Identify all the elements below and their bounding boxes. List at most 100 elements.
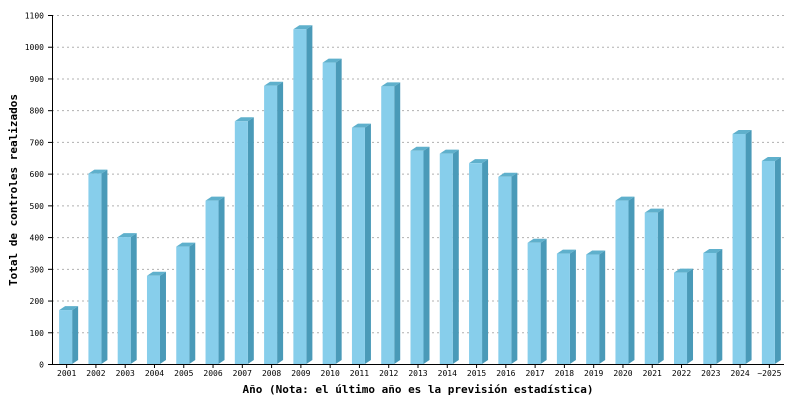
bar-2003 — [117, 233, 137, 364]
bar-side — [189, 242, 196, 364]
bar-side — [218, 196, 225, 364]
x-tick-label: 2016 — [496, 369, 515, 378]
bar-2024 — [732, 129, 752, 364]
bar-2015 — [469, 159, 489, 364]
bar-front — [59, 310, 73, 364]
x-tick-label: 2010 — [321, 369, 340, 378]
bar-top — [469, 159, 489, 164]
bar-front — [527, 242, 541, 364]
x-tick-label: 2007 — [233, 369, 252, 378]
bar-front — [351, 127, 365, 364]
bar-top — [586, 250, 606, 255]
bar-top — [439, 149, 459, 154]
bar-front — [205, 200, 219, 364]
y-tick-label: 0 — [39, 361, 44, 370]
bar-front — [586, 254, 600, 364]
bar-front — [674, 272, 688, 364]
bar-side — [628, 196, 635, 364]
bar-side — [159, 271, 166, 364]
bar-front — [293, 29, 307, 364]
bar-side — [716, 248, 723, 364]
bar-front — [410, 150, 424, 364]
bar-2007 — [234, 117, 254, 364]
x-tick-labels: 2001 2002 2003 2004 2005 2006 2007 2008 2009 2010… — [57, 364, 782, 378]
y-tick-label: 1000 — [25, 43, 44, 52]
x-tick-label: 2008 — [262, 369, 281, 378]
bar-top — [322, 58, 342, 63]
x-tick-label: 2017 — [525, 369, 544, 378]
bar-side — [277, 81, 284, 364]
bar-2004 — [146, 271, 166, 364]
bar-2020 — [615, 196, 635, 364]
bar-top — [146, 271, 166, 276]
bar-top — [615, 196, 635, 201]
y-tick-label: 100 — [30, 329, 45, 338]
y-tick-label: 400 — [30, 234, 45, 243]
bar-top — [703, 248, 723, 253]
bar-2005 — [176, 242, 196, 364]
bar-side — [306, 25, 313, 364]
bar-top — [59, 306, 79, 311]
bar-2023 — [703, 248, 723, 364]
bar-2010 — [322, 58, 342, 364]
y-tick-label: 800 — [30, 107, 45, 116]
bar-side — [774, 156, 781, 364]
y-axis-title: Total de controles realizados — [7, 94, 20, 286]
bar-top — [234, 117, 254, 122]
bar-top — [674, 268, 694, 273]
bar-side — [569, 249, 576, 364]
x-tick-label: 2005 — [174, 369, 193, 378]
bar-front — [498, 176, 512, 364]
x-tick-label: 2021 — [643, 369, 662, 378]
bar-2009 — [293, 25, 313, 364]
x-tick-label: 2013 — [408, 369, 427, 378]
bar-top — [732, 129, 752, 134]
bar-front — [469, 163, 483, 364]
bar-front — [234, 121, 248, 364]
bar-~2025 — [761, 156, 781, 364]
bar-front — [439, 153, 453, 364]
bar-top — [527, 238, 547, 243]
bar-side — [364, 123, 371, 364]
bar-top — [381, 82, 401, 87]
bar-side — [540, 238, 547, 364]
bar-2014 — [439, 149, 459, 364]
x-tick-label: 2011 — [350, 369, 369, 378]
bar-front — [88, 173, 102, 364]
bar-front — [176, 246, 190, 364]
bar-2002 — [88, 169, 108, 364]
bars — [59, 25, 781, 365]
x-axis-title: Año (Nota: el último año es la previsión… — [243, 383, 594, 396]
y-tick-label: 700 — [30, 138, 45, 147]
bar-top — [117, 233, 137, 238]
bar-front — [117, 237, 131, 364]
x-tick-label: 2004 — [145, 369, 164, 378]
x-tick-label: 2020 — [613, 369, 632, 378]
bar-side — [394, 82, 401, 365]
bar-front — [732, 133, 746, 364]
bar-2019 — [586, 250, 606, 364]
bar-top — [264, 81, 284, 86]
bar-2021 — [644, 208, 664, 364]
bar-top — [644, 208, 664, 213]
bar-front — [264, 85, 278, 364]
bar-top — [351, 123, 371, 128]
x-tick-label: 2018 — [555, 369, 574, 378]
y-tick-label: 200 — [30, 297, 45, 306]
x-tick-label: 2009 — [291, 369, 310, 378]
y-tick-label: 900 — [30, 75, 45, 84]
y-tick-label: 500 — [30, 202, 45, 211]
bar-side — [72, 306, 79, 364]
bar-side — [335, 58, 342, 364]
bar-top — [205, 196, 225, 201]
bar-front — [146, 275, 160, 364]
bar-front — [703, 252, 717, 364]
bar-2013 — [410, 146, 430, 364]
bar-side — [130, 233, 137, 364]
bar-top — [410, 146, 430, 151]
bar-front — [644, 212, 658, 364]
x-tick-label: 2001 — [57, 369, 76, 378]
bar-top — [498, 172, 518, 177]
bar-side — [101, 169, 108, 364]
bar-2011 — [351, 123, 371, 364]
